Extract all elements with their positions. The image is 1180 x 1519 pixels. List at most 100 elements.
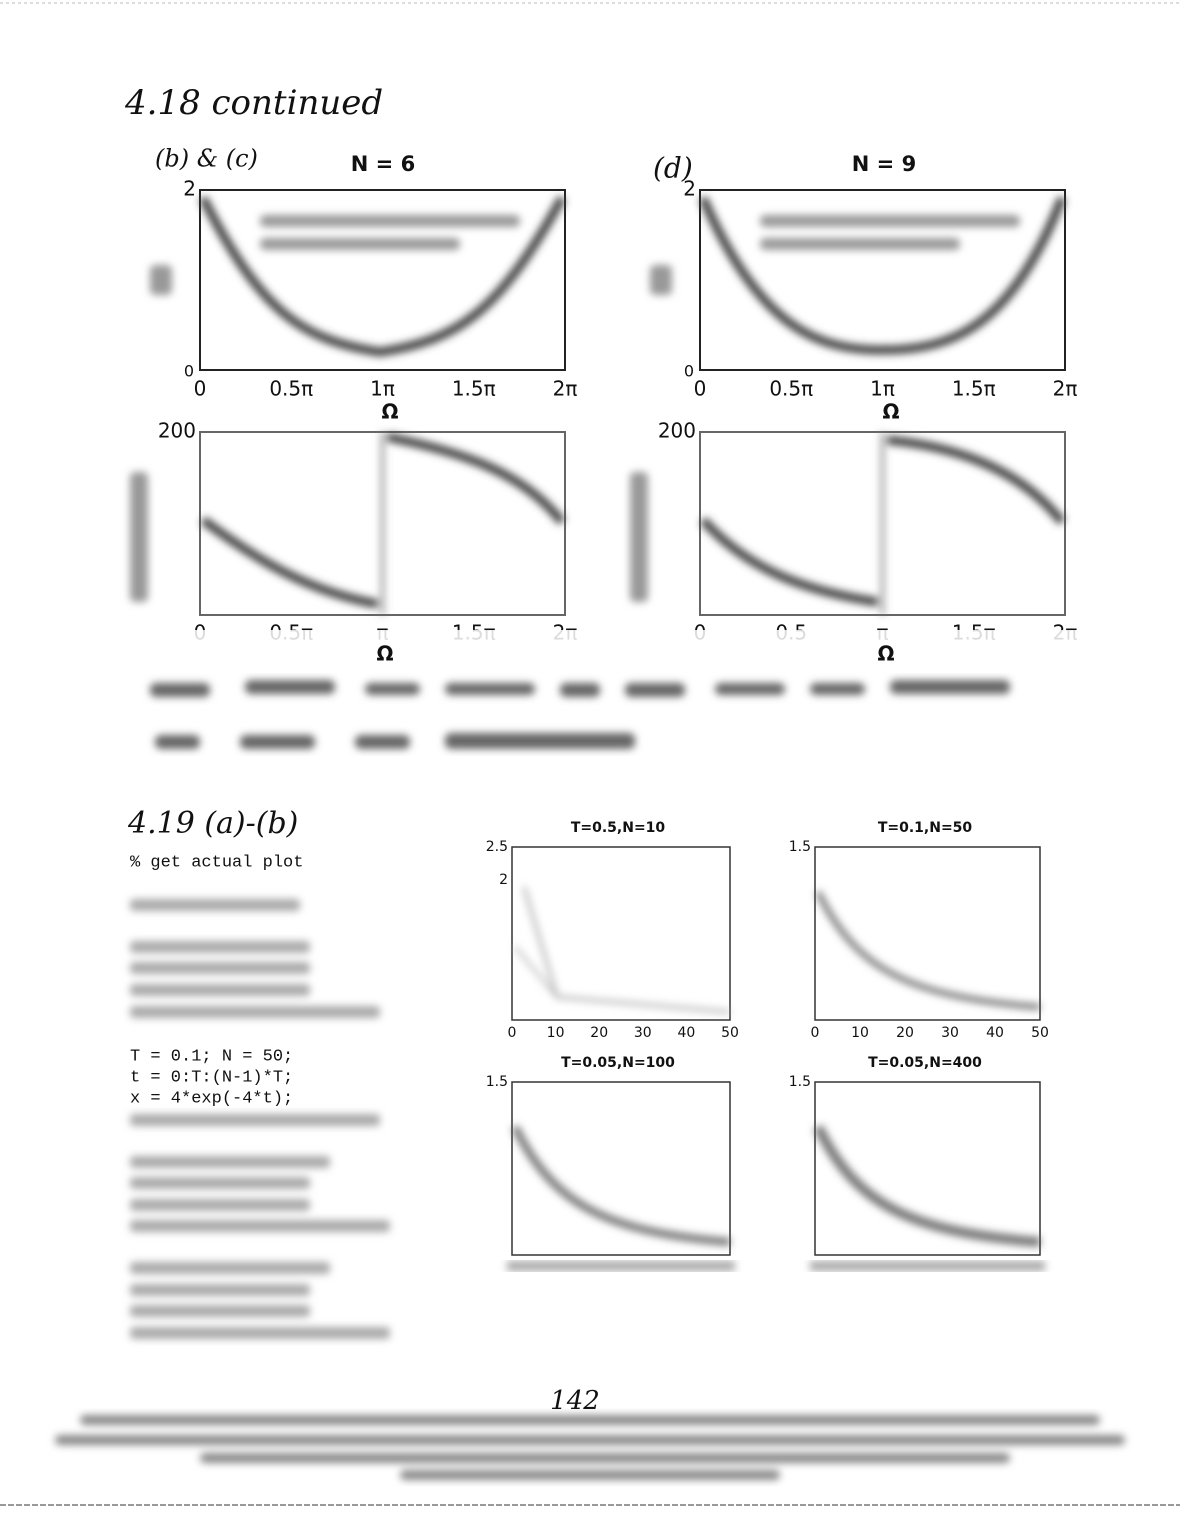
x-tick-label: 1.5π [952, 377, 996, 401]
scan-occlusion [190, 630, 585, 644]
blurred-curve [650, 196, 1067, 355]
blurred-legend [260, 238, 460, 250]
y-tick-label: 200 [158, 419, 196, 443]
blurred-sentence [150, 680, 1010, 749]
plot-frame [199, 189, 566, 371]
blurred-code-line [130, 962, 310, 974]
blurred-ticks [810, 1261, 1045, 1271]
curve [815, 890, 1041, 1010]
blurred-code-line [130, 1305, 310, 1317]
y-tick-label: 2 [683, 177, 696, 201]
blurred-label [130, 472, 148, 602]
curve [198, 195, 566, 357]
x-tick-label: 0 [694, 377, 707, 401]
x-tick-label: 0 [194, 377, 207, 401]
curve [699, 435, 1066, 607]
y-tick-label: 1.5 [486, 1074, 508, 1090]
scan-occlusion [690, 630, 1085, 644]
x-tick-label: 0 [811, 1025, 820, 1041]
x-tick-label: 2π [1053, 377, 1078, 401]
code-line: t = 0:T:(N-1)*T; [130, 1068, 293, 1087]
blurred-ticks [507, 1261, 735, 1271]
part-label: (d) [653, 152, 693, 185]
code-line: x = 4*exp(-4*t); [130, 1089, 293, 1108]
blurred-code-line [130, 1177, 310, 1189]
x-tick-label: 50 [721, 1025, 739, 1041]
blurred-legend [760, 238, 960, 250]
blurred-curve [813, 1124, 1041, 1247]
x-tick-label: 20 [896, 1025, 914, 1041]
blurred-label [630, 472, 648, 602]
x-tick-label: 0.5π [269, 377, 313, 401]
blurred-label [150, 265, 172, 295]
plot-title: T=0.05,N=400 [868, 1055, 982, 1071]
y-tick-label: 2 [183, 177, 196, 201]
x-tick-label: 30 [941, 1025, 959, 1041]
plot-frame [814, 1081, 1041, 1256]
code-line: T = 0.1; N = 50; [130, 1047, 293, 1066]
y-tick-label: 2 [499, 872, 508, 888]
blurred-code-line [130, 1114, 380, 1126]
blurred-code-line [130, 984, 310, 996]
x-axis-label: Ω [381, 400, 398, 424]
y-tick-label: 0 [184, 362, 194, 381]
x-tick-label: 1π [870, 377, 895, 401]
x-tick-label: 10 [547, 1025, 565, 1041]
x-tick-label: 50 [1031, 1025, 1049, 1041]
x-tick-label: 0 [508, 1025, 517, 1041]
plot-title: N = 9 [852, 152, 916, 176]
y-tick-label: 2.5 [486, 839, 508, 855]
plot-title: N = 6 [351, 152, 415, 176]
plot-title: T=0.05,N=100 [561, 1055, 675, 1071]
blurred-code-line [130, 899, 300, 911]
part-label: (b) & (c) [155, 145, 258, 173]
heading: 4.18 continued [124, 83, 383, 123]
plot-frame [699, 189, 1066, 371]
blurred-legend [260, 215, 520, 227]
blurred-curve [511, 1125, 731, 1246]
curve [513, 946, 559, 998]
blurred-code-line [130, 1006, 380, 1018]
curve [813, 1124, 1041, 1247]
x-tick-label: 1π [370, 377, 395, 401]
x-tick-label: 30 [634, 1025, 652, 1041]
x-tick-label: 40 [986, 1025, 1004, 1041]
x-tick-label: 40 [677, 1025, 695, 1041]
blurred-code-line [130, 1262, 330, 1274]
heading: 4.19 (a)-(b) [127, 806, 298, 841]
code-line: % get actual plot [130, 853, 303, 872]
x-tick-label: 2π [553, 377, 578, 401]
x-tick-label: 1.5π [452, 377, 496, 401]
blurred-code-line [130, 1156, 330, 1168]
blurred-curve [513, 886, 731, 1014]
blurred-code-line [130, 1327, 390, 1339]
curve [200, 432, 566, 609]
blurred-label [650, 265, 672, 295]
x-axis-label: Ω [882, 400, 899, 424]
y-tick-label: 1.5 [789, 1074, 811, 1090]
plot-title: T=0.1,N=50 [878, 820, 973, 836]
blurred-code-line [130, 1284, 310, 1296]
blurred-legend [760, 215, 1020, 227]
y-tick-label: 1.5 [789, 839, 811, 855]
x-axis-label: Ω [376, 642, 393, 666]
blurred-curve [815, 890, 1041, 1010]
blurred-code-line [130, 1220, 390, 1232]
blurred-code-line [130, 1199, 310, 1211]
plot-frame [511, 846, 731, 1021]
blurred-code [130, 899, 390, 1339]
y-tick-label: 0 [684, 362, 694, 381]
blurred-code-line [130, 941, 310, 953]
x-tick-label: 0.5π [769, 377, 813, 401]
x-tick-label: 20 [590, 1025, 608, 1041]
plot-title: T=0.5,N=10 [571, 820, 666, 836]
page-number: 142 [550, 1386, 600, 1416]
x-axis-label: Ω [877, 642, 894, 666]
plot-frame [814, 846, 1041, 1021]
blurred-footer [55, 1415, 1125, 1480]
blurred-curve [630, 432, 1066, 615]
curve [511, 1125, 731, 1246]
blurred-curve [150, 195, 566, 357]
blurred-curve [130, 432, 566, 615]
